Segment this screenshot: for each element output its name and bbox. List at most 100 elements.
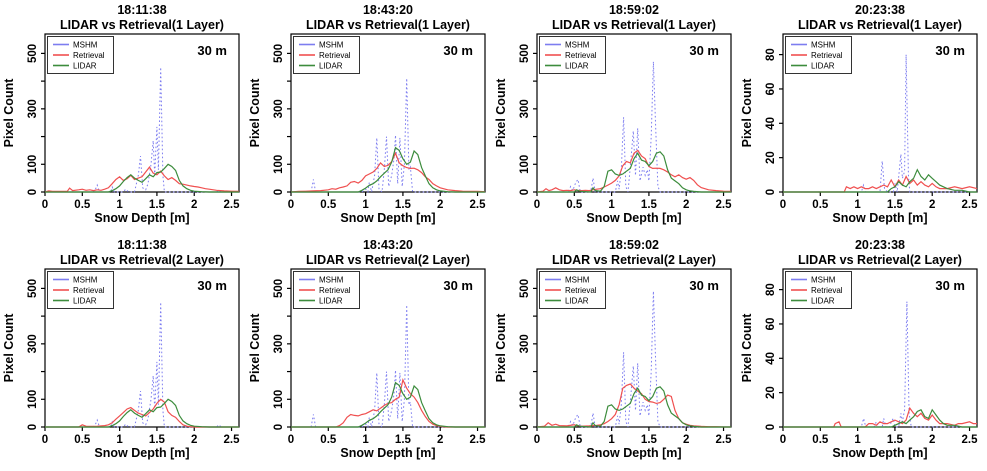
series-line-retrieval (536, 149, 732, 193)
plot-box (290, 268, 486, 428)
y-axis-label: Pixel Count (494, 313, 508, 383)
y-tick-label: 100 (27, 390, 39, 409)
legend-label-retrieval: Retrieval (73, 286, 105, 295)
y-tick-label: 500 (273, 44, 285, 63)
y-tick-label: 100 (273, 390, 285, 409)
legend-label-retrieval: Retrieval (811, 51, 843, 60)
legend-label-mshm: MSHM (565, 275, 590, 284)
y-axis-label: Pixel Count (740, 313, 754, 383)
x-tick-label: 0.5 (320, 434, 337, 446)
series-line-lidar (291, 381, 485, 428)
x-tick-label: 0.5 (812, 199, 829, 211)
legend-label-mshm: MSHM (565, 40, 590, 49)
x-tick-label: 1.5 (641, 434, 658, 446)
x-tick-label: 1 (608, 199, 615, 211)
panel-title: 18:43:20 (363, 238, 413, 252)
series-line-mshm (783, 54, 977, 193)
y-axis-label: Pixel Count (248, 78, 262, 148)
x-tick-label: 0.5 (566, 199, 583, 211)
x-tick-label: 1.5 (887, 434, 904, 446)
x-tick-label: 1 (854, 199, 861, 211)
x-tick-label: 2 (437, 434, 443, 446)
y-axis-label: Pixel Count (2, 313, 16, 383)
x-tick-label: 1 (362, 434, 369, 446)
y-tick-label: 60 (765, 83, 777, 96)
y-tick-label: 0 (27, 424, 39, 430)
series-line-lidar (783, 168, 977, 193)
resolution-annotation: 30 m (197, 43, 227, 58)
panel-subtitle: LIDAR vs Retrieval(2 Layer) (552, 253, 716, 267)
plot-box (44, 268, 240, 428)
panel-subtitle: LIDAR vs Retrieval(2 Layer) (60, 253, 224, 267)
y-tick-label: 0 (765, 189, 777, 195)
panel-subtitle: LIDAR vs Retrieval(1 Layer) (798, 18, 962, 32)
panel-subtitle: LIDAR vs Retrieval(1 Layer) (60, 18, 224, 32)
series-line-lidar (45, 398, 239, 428)
legend-label-retrieval: Retrieval (811, 286, 843, 295)
series-line-mshm (291, 304, 485, 429)
resolution-annotation: 30 m (443, 43, 473, 58)
series-line-mshm (537, 291, 731, 428)
x-tick-label: 1 (362, 199, 369, 211)
y-tick-label: 300 (519, 334, 531, 353)
y-tick-label: 300 (27, 334, 39, 353)
series-line-mshm (291, 78, 485, 194)
panel-title: 18:43:20 (363, 3, 413, 17)
legend-label-lidar: LIDAR (73, 296, 97, 305)
y-axis-label: Pixel Count (2, 78, 16, 148)
y-tick-label: 80 (765, 283, 777, 296)
x-tick-label: 0.5 (812, 434, 829, 446)
panel-subtitle: LIDAR vs Retrieval(2 Layer) (798, 253, 962, 267)
y-tick-label: 100 (519, 390, 531, 409)
x-axis-label: Snow Depth [m] (586, 211, 681, 225)
x-tick-label: 1 (116, 199, 123, 211)
series-line-lidar (537, 386, 731, 428)
x-tick-label: 0.5 (74, 199, 91, 211)
legend-label-mshm: MSHM (811, 275, 836, 284)
resolution-annotation: 30 m (197, 278, 227, 293)
x-tick-label: 2.5 (716, 199, 733, 211)
series-line-retrieval (45, 398, 239, 428)
y-axis-label: Pixel Count (248, 313, 262, 383)
x-axis-label: Snow Depth [m] (340, 446, 435, 460)
y-tick-label: 300 (27, 99, 39, 118)
panel-title: 18:59:02 (609, 238, 659, 252)
panel-title: 18:11:38 (117, 3, 166, 17)
x-tick-label: 2.5 (962, 434, 979, 446)
plot-box (536, 33, 732, 193)
x-tick-label: 1.5 (149, 434, 166, 446)
x-tick-label: 0 (42, 199, 48, 211)
series-line-mshm (45, 67, 239, 193)
x-axis-label: Snow Depth [m] (94, 446, 189, 460)
x-axis-label: Snow Depth [m] (586, 446, 681, 460)
x-tick-label: 1 (854, 434, 861, 446)
x-tick-label: 1.5 (149, 199, 166, 211)
y-tick-label: 500 (519, 279, 531, 298)
panel-title: 18:59:02 (609, 3, 659, 17)
series-line-mshm (783, 301, 977, 428)
x-tick-label: 1.5 (641, 199, 658, 211)
x-tick-label: 2.5 (962, 199, 979, 211)
resolution-annotation: 30 m (689, 278, 719, 293)
y-tick-label: 20 (765, 386, 777, 399)
legend-label-lidar: LIDAR (811, 296, 835, 305)
legend-label-lidar: LIDAR (319, 61, 343, 70)
y-tick-label: 300 (519, 99, 531, 118)
plot-box (290, 33, 486, 193)
y-tick-label: 0 (519, 189, 531, 195)
x-tick-label: 0.5 (74, 434, 91, 446)
legend-label-retrieval: Retrieval (319, 51, 351, 60)
series-line-lidar (45, 163, 239, 193)
y-tick-label: 300 (273, 99, 285, 118)
x-tick-label: 2.5 (224, 434, 241, 446)
